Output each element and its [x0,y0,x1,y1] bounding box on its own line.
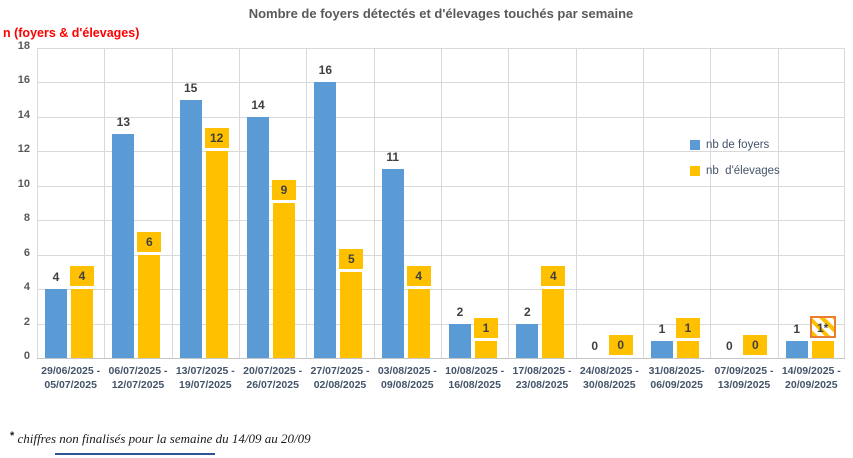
label-elevages-9: 1 [676,317,700,338]
bar-foyers-0[interactable] [45,289,67,358]
y-tick-4: 4 [23,281,30,294]
label-elevages-1: 6 [137,231,162,252]
label-foyers-0: 4 [52,270,60,285]
bar-elevages-0[interactable] [71,289,93,358]
legend-label: nb d'élevages [706,165,780,177]
bar-foyers-4[interactable] [314,82,337,358]
label-elevages-10: 0 [743,335,768,355]
bar-foyers-9[interactable] [651,340,673,358]
x-category-3: 20/07/2025 -26/07/2025 [243,365,303,391]
y-tick-12: 12 [17,143,30,156]
label-elevages-0: 4 [70,266,94,287]
gridline-v-9 [643,48,644,358]
x-category-6: 10/08/2025 -16/08/2025 [445,365,505,391]
label-foyers-3: 14 [251,97,265,112]
gridline-v-6 [441,48,442,358]
gridline-v-8 [575,48,577,358]
bar-elevages-4[interactable] [340,271,363,358]
label-elevages-5: 4 [406,266,431,287]
footnote-underline [55,453,215,455]
x-category-8: 24/08/2025 -30/08/2025 [579,365,639,391]
gridline-v-11 [777,48,779,358]
x-category-2: 13/07/2025 -19/07/2025 [175,365,235,391]
gridline-v-1 [104,48,106,358]
legend-item-elevages[interactable]: nb d'élevages [690,162,780,180]
bar-foyers-5[interactable] [381,168,404,358]
label-elevages-2: 12 [204,128,229,149]
bar-elevages-9[interactable] [677,340,699,358]
bar-elevages-7[interactable] [542,289,565,358]
y-tick-14: 14 [17,108,30,121]
bar-foyers-3[interactable] [247,116,269,358]
bar-foyers-11[interactable] [785,340,808,358]
legend: nb de foyers nb d'élevages [690,136,780,188]
bar-elevages-5[interactable] [407,289,430,358]
y-tick-8: 8 [23,212,30,225]
footnote-text: chiffres non finalisés pour la semaine d… [14,431,311,446]
legend-item-foyers[interactable]: nb de foyers [690,136,780,154]
x-category-5: 03/08/2025 -09/08/2025 [377,365,437,391]
x-category-11: 14/09/2025 -20/09/2025 [781,365,841,391]
label-elevages-6: 1 [474,317,498,338]
gridline-v-0 [37,48,38,358]
bar-elevages-11[interactable] [811,340,834,358]
label-foyers-1: 13 [116,115,130,130]
bar-foyers-7[interactable] [516,323,539,358]
bar-foyers-2[interactable] [179,99,202,358]
gridline-v-4 [306,48,308,358]
y-tick-10: 10 [17,177,30,190]
x-category-4: 27/07/2025 -02/08/2025 [310,365,370,391]
footnote: * chiffres non finalisés pour la semaine… [10,430,311,447]
label-foyers-10: 0 [725,339,733,353]
label-foyers-9: 1 [658,321,666,336]
y-tick-6: 6 [23,246,30,259]
y-tick-2: 2 [23,315,30,328]
footnote-asterisk: * [10,430,15,442]
bar-elevages-3[interactable] [273,203,295,358]
y-axis-label: n (foyers & d'élevages) [3,26,140,40]
bar-foyers-1[interactable] [112,134,135,358]
x-category-7: 17/08/2025 -23/08/2025 [512,365,572,391]
label-elevages-8: 0 [608,335,633,355]
chart-title: Nombre de foyers détectés et d'élevages … [248,6,634,21]
label-elevages-4: 5 [339,248,364,269]
gridline-v-5 [373,48,375,358]
gridline-v-12 [844,48,845,358]
label-foyers-7: 2 [523,304,531,319]
label-foyers-11: 1 [793,321,800,336]
label-foyers-4: 16 [318,63,332,78]
legend-swatch-icon [690,166,700,176]
bar-foyers-6[interactable] [449,323,471,358]
label-elevages-7: 4 [541,266,566,287]
y-tick-16: 16 [17,74,30,87]
plot-area: 4 13 15 14 16 11 2 2 0 1 0 1 4 6 12 9 5 4 1 4 0 1 0 1* [37,48,845,359]
x-category-9: 31/08/2025- 06/09/2025 [648,365,705,391]
label-elevages-3: 9 [272,180,296,200]
x-category-0: 29/06/2025 -05/07/2025 [41,365,101,391]
label-elevages-11: 1* [809,315,836,338]
label-foyers-6: 2 [456,304,464,319]
gridline-v-2 [171,48,173,358]
label-foyers-2: 15 [183,80,198,95]
bar-elevages-6[interactable] [475,340,497,358]
legend-swatch-icon [690,140,700,150]
legend-label: nb de foyers [706,139,770,151]
y-tick-0: 0 [23,350,30,362]
bar-elevages-2[interactable] [205,151,228,358]
gridline-v-10 [710,48,712,358]
y-tick-18: 18 [17,40,30,52]
gridline-v-3 [239,48,240,358]
bar-elevages-1[interactable] [138,254,161,358]
x-category-1: 06/07/2025 -12/07/2025 [108,365,168,391]
label-foyers-5: 11 [386,149,399,164]
label-foyers-8: 0 [591,339,598,353]
gridline-v-7 [508,48,510,358]
x-category-10: 07/09/2025 -13/09/2025 [714,365,774,391]
x-axis-line [37,358,845,359]
